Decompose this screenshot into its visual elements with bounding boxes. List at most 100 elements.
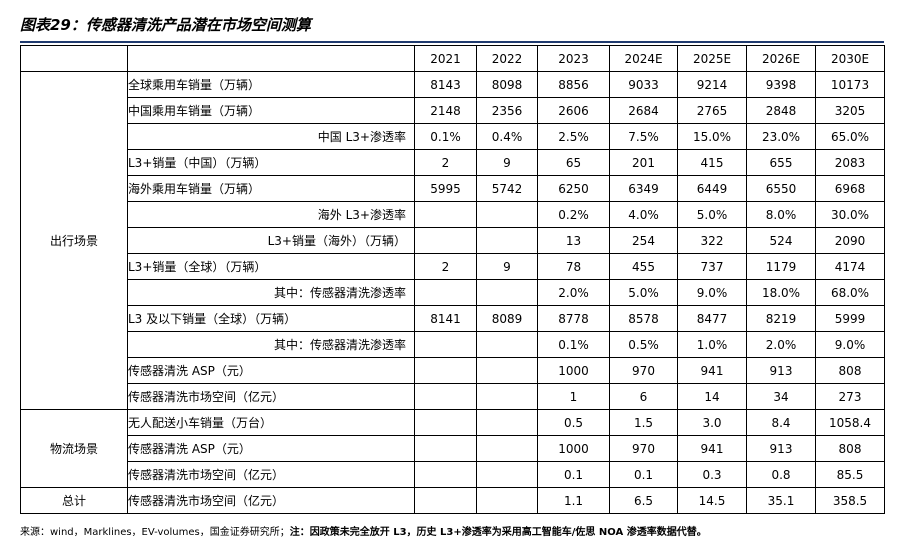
- value-cell: 4.0%: [609, 201, 678, 228]
- value-cell: [414, 461, 477, 488]
- value-cell: 322: [677, 227, 747, 254]
- table-row: 其中：传感器清洗渗透率 0.1% 0.5% 1.0% 2.0% 9.0%: [21, 331, 885, 358]
- value-cell: 6.5: [609, 487, 678, 514]
- table-row: 其中：传感器清洗渗透率 2.0% 5.0% 9.0% 18.0% 68.0%: [21, 279, 885, 306]
- value-cell: 2848: [746, 97, 816, 124]
- row-label: 无人配送小车销量（万台）: [127, 409, 415, 436]
- section-label: 物流场景: [20, 409, 128, 488]
- row-label: L3+销量（全球）（万辆）: [127, 253, 415, 280]
- value-cell: 455: [609, 253, 678, 280]
- value-cell: 1.5: [609, 409, 678, 436]
- value-cell: 6: [609, 383, 678, 410]
- value-cell: 913: [746, 357, 816, 384]
- value-cell: 0.1: [609, 461, 678, 488]
- value-cell: 8578: [609, 305, 678, 332]
- value-cell: 0.2%: [537, 201, 610, 228]
- year-header: 2025E: [677, 45, 747, 72]
- value-cell: 970: [609, 435, 678, 462]
- value-cell: 6250: [537, 175, 610, 202]
- value-cell: 23.0%: [746, 123, 816, 150]
- value-cell: 15.0%: [677, 123, 747, 150]
- row-label: 传感器清洗 ASP（元）: [127, 435, 415, 462]
- value-cell: 8477: [677, 305, 747, 332]
- value-cell: 35.1: [746, 487, 816, 514]
- value-cell: [476, 409, 538, 436]
- table-row: L3 及以下销量（全球）（万辆） 8141 8089 8778 8578 8477 8219…: [21, 305, 885, 332]
- value-cell: 273: [815, 383, 885, 410]
- value-cell: [414, 357, 477, 384]
- value-cell: [476, 279, 538, 306]
- table-row: L3+销量（中国）（万辆） 2 9 65 201 415 655 2083: [21, 149, 885, 176]
- table-row: 传感器清洗 ASP（元） 1000 970 941 913 808: [21, 435, 885, 462]
- value-cell: 808: [815, 435, 885, 462]
- title-divider: [20, 41, 884, 43]
- value-cell: 14.5: [677, 487, 747, 514]
- value-cell: 524: [746, 227, 816, 254]
- value-cell: 8.0%: [746, 201, 816, 228]
- row-label: 中国乘用车销量（万辆）: [127, 97, 415, 124]
- row-label: 全球乘用车销量（万辆）: [127, 71, 415, 98]
- value-cell: 0.3: [677, 461, 747, 488]
- source-text: 来源：wind，Marklines，EV-volumes，国金证券研究所；: [20, 527, 290, 538]
- section-label: 出行场景: [20, 71, 128, 410]
- table-row: 海外乘用车销量（万辆） 5995 5742 6250 6349 6449 6550 6968: [21, 175, 885, 202]
- value-cell: 65.0%: [815, 123, 885, 150]
- year-header: 2026E: [746, 45, 816, 72]
- value-cell: 5999: [815, 305, 885, 332]
- figure-title: 图表29：传感器清洗产品潜在市场空间测算: [20, 16, 311, 34]
- value-cell: [414, 435, 477, 462]
- value-cell: 970: [609, 357, 678, 384]
- value-cell: [414, 409, 477, 436]
- note-text: 注：因政策未完全放开 L3，历史 L3+渗透率为采用高工智能车/佐思 NOA 渗…: [289, 527, 707, 538]
- value-cell: 358.5: [815, 487, 885, 514]
- row-label: 海外 L3+渗透率: [127, 201, 415, 228]
- value-cell: 2.0%: [537, 279, 610, 306]
- value-cell: [414, 201, 477, 228]
- value-cell: 5995: [414, 175, 477, 202]
- year-header: 2021: [414, 45, 477, 72]
- value-cell: 2090: [815, 227, 885, 254]
- row-label: 传感器清洗市场空间（亿元）: [127, 383, 415, 410]
- value-cell: 3205: [815, 97, 885, 124]
- value-cell: 2356: [476, 97, 538, 124]
- value-cell: 8089: [476, 305, 538, 332]
- value-cell: 2148: [414, 97, 477, 124]
- row-label: 传感器清洗市场空间（亿元）: [127, 461, 415, 488]
- value-cell: 655: [746, 149, 816, 176]
- value-cell: [414, 227, 477, 254]
- value-cell: 913: [746, 435, 816, 462]
- value-cell: 9398: [746, 71, 816, 98]
- value-cell: 5.0%: [609, 279, 678, 306]
- row-label: L3+销量（海外）（万辆）: [127, 227, 415, 254]
- table-row: 物流场景 无人配送小车销量（万台） 0.5 1.5 3.0 8.4 1058.4: [20, 409, 885, 488]
- table-row: 传感器清洗市场空间（亿元） 1 6 14 34 273: [21, 383, 885, 410]
- value-cell: 9033: [609, 71, 678, 98]
- value-cell: 201: [609, 149, 678, 176]
- value-cell: [414, 487, 477, 514]
- value-cell: 8219: [746, 305, 816, 332]
- value-cell: 34: [746, 383, 816, 410]
- value-cell: 808: [815, 357, 885, 384]
- value-cell: 2.5%: [537, 123, 610, 150]
- value-cell: [476, 201, 538, 228]
- year-header: 2030E: [815, 45, 885, 72]
- value-cell: 1058.4: [815, 409, 885, 436]
- value-cell: [476, 227, 538, 254]
- value-cell: 5.0%: [677, 201, 747, 228]
- value-cell: 85.5: [815, 461, 885, 488]
- year-header: 2022: [476, 45, 538, 72]
- value-cell: [414, 331, 477, 358]
- value-cell: 8.4: [746, 409, 816, 436]
- value-cell: 8143: [414, 71, 477, 98]
- value-cell: 0.1%: [537, 331, 610, 358]
- value-cell: 30.0%: [815, 201, 885, 228]
- header-label-blank: [127, 45, 415, 72]
- value-cell: 78: [537, 253, 610, 280]
- value-cell: 8098: [476, 71, 538, 98]
- value-cell: 2606: [537, 97, 610, 124]
- value-cell: 0.5%: [609, 331, 678, 358]
- table-row: 传感器清洗市场空间（亿元） 0.1 0.1 0.3 0.8 85.5: [21, 461, 885, 488]
- value-cell: 68.0%: [815, 279, 885, 306]
- header-corner: [20, 45, 128, 72]
- value-cell: [476, 383, 538, 410]
